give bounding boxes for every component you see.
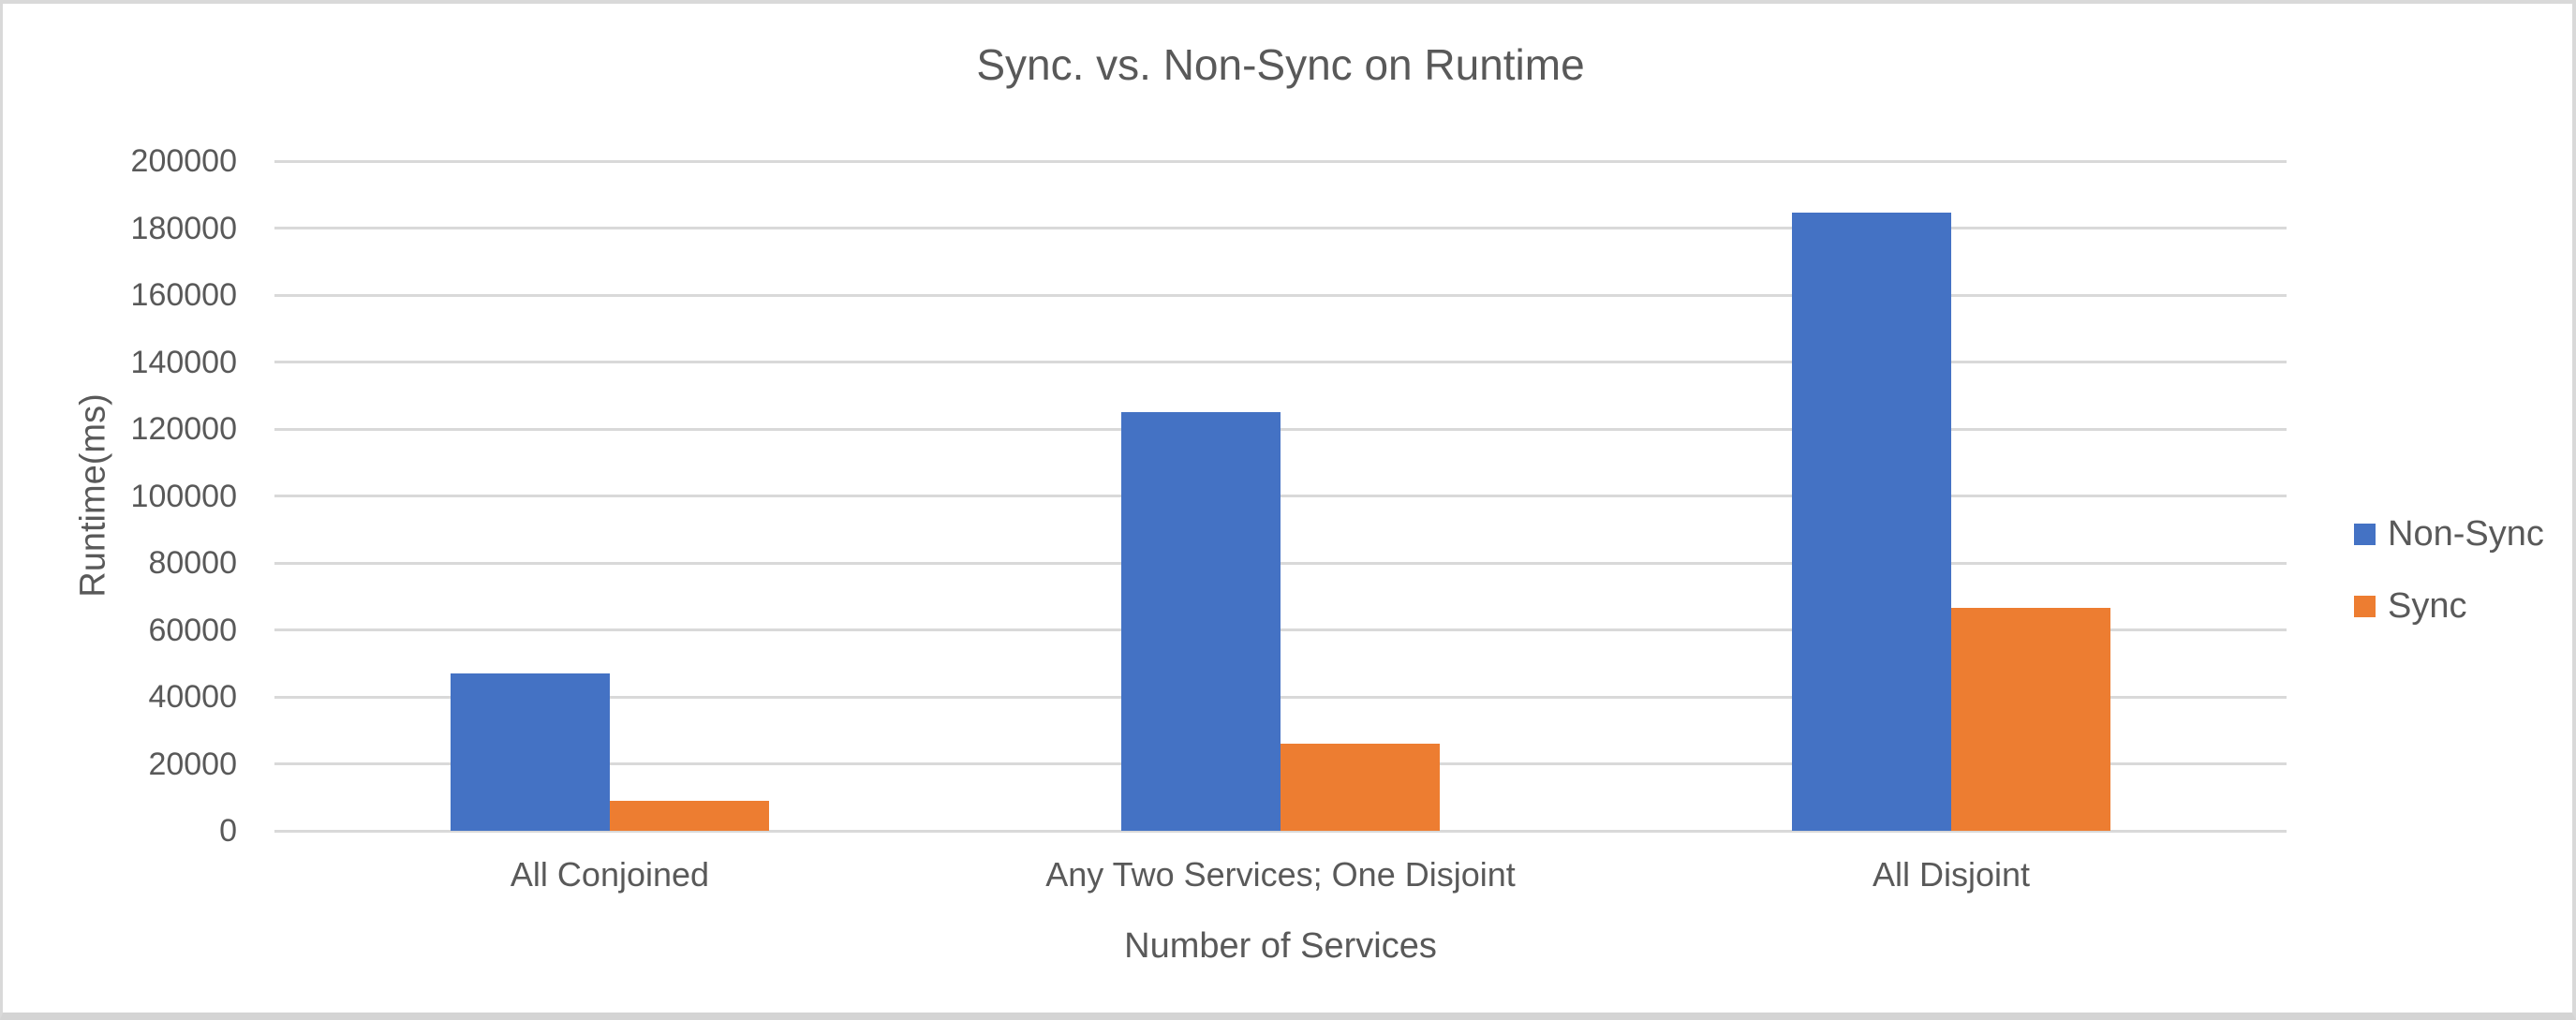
gridline-80000 <box>274 561 2287 565</box>
bar-sync-any-two-services-one-disjoint <box>1281 744 1440 831</box>
y-tick-label-80000: 80000 <box>148 545 237 581</box>
bar-non-sync-all-disjoint <box>1792 213 1951 831</box>
gridline-0 <box>274 829 2287 833</box>
legend: Non-Sync Sync <box>2354 512 2544 628</box>
y-tick-label-160000: 160000 <box>130 277 237 313</box>
bar-non-sync-any-two-services-one-disjoint <box>1121 412 1281 831</box>
gridline-120000 <box>274 427 2287 431</box>
y-tick-label-0: 0 <box>219 813 237 849</box>
legend-label-non-sync: Non-Sync <box>2388 513 2544 554</box>
gridline-200000 <box>274 159 2287 163</box>
category-label-all-disjoint: All Disjoint <box>1872 855 2031 894</box>
y-tick-label-20000: 20000 <box>148 746 237 782</box>
y-tick-label-180000: 180000 <box>130 210 237 246</box>
legend-item-non-sync: Non-Sync <box>2354 512 2544 555</box>
gridline-40000 <box>274 695 2287 699</box>
y-tick-label-140000: 140000 <box>130 344 237 380</box>
gridline-140000 <box>274 361 2287 363</box>
y-tick-label-100000: 100000 <box>130 478 237 514</box>
category-label-all-conjoined: All Conjoined <box>510 855 710 894</box>
bar-non-sync-all-conjoined <box>451 673 610 831</box>
legend-swatch-sync <box>2354 595 2376 617</box>
gridline-100000 <box>274 495 2287 497</box>
plot-area <box>274 159 2287 833</box>
y-tick-label-120000: 120000 <box>130 411 237 447</box>
x-axis-title: Number of Services <box>1124 926 1437 966</box>
gridline-180000 <box>274 227 2287 229</box>
y-tick-label-40000: 40000 <box>148 679 237 715</box>
chart-title: Sync. vs. Non-Sync on Runtime <box>976 40 1585 89</box>
y-tick-label-60000: 60000 <box>148 612 237 648</box>
gridline-60000 <box>274 628 2287 631</box>
bar-sync-all-disjoint <box>1951 608 2110 831</box>
gridline-160000 <box>274 293 2287 297</box>
legend-label-sync: Sync <box>2388 585 2467 626</box>
y-tick-label-200000: 200000 <box>130 143 237 179</box>
legend-swatch-non-sync <box>2354 523 2376 545</box>
legend-item-sync: Sync <box>2354 584 2544 628</box>
bar-sync-all-conjoined <box>610 800 769 831</box>
category-label-any-two-services-one-disjoint: Any Two Services; One Disjoint <box>1045 855 1516 894</box>
